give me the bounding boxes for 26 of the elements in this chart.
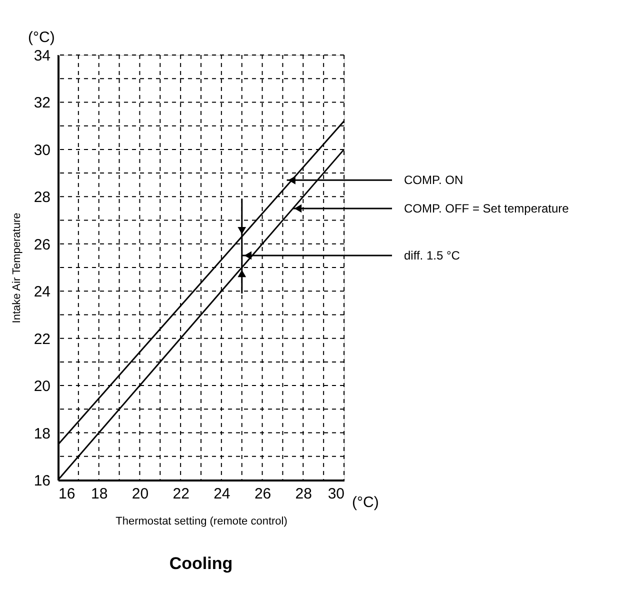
x-tick-label: 22 — [172, 486, 190, 502]
x-tick-label: 16 — [58, 486, 76, 502]
text: diff. 1.5 °C — [404, 248, 460, 262]
x-tick-label: 24 — [214, 486, 230, 502]
y-tick-label: 20 — [34, 378, 50, 396]
y-axis-title: Intake Air Temperature — [10, 212, 23, 324]
y-tick-label: 16 — [34, 472, 50, 490]
text: Cooling — [169, 554, 233, 573]
x-tick-label: 18 — [91, 486, 108, 502]
annotation: COMP. ON — [404, 173, 464, 188]
y-tick-label: 22 — [34, 330, 50, 348]
y-tick-label: 18 — [34, 425, 50, 442]
x-tick-label: 20 — [132, 486, 149, 502]
text: (°C) — [352, 494, 379, 511]
x-tick-label: 26 — [254, 486, 272, 502]
y-tick-label: 34 — [34, 48, 50, 64]
y-tick-label: 28 — [34, 189, 50, 206]
x-axis-title: Thermostat setting (remote control) — [116, 516, 288, 528]
y-tick-label: 32 — [34, 94, 50, 112]
y-tick-label: 26 — [34, 236, 50, 254]
x-tick-label: 30 — [328, 486, 344, 502]
y-tick-label: 30 — [34, 142, 50, 159]
x-tick-label: 28 — [295, 486, 312, 502]
y-tick-label: 24 — [34, 284, 50, 301]
annotation: COMP. OFF = Set temperature — [404, 201, 570, 216]
text: (°C) — [28, 29, 55, 46]
